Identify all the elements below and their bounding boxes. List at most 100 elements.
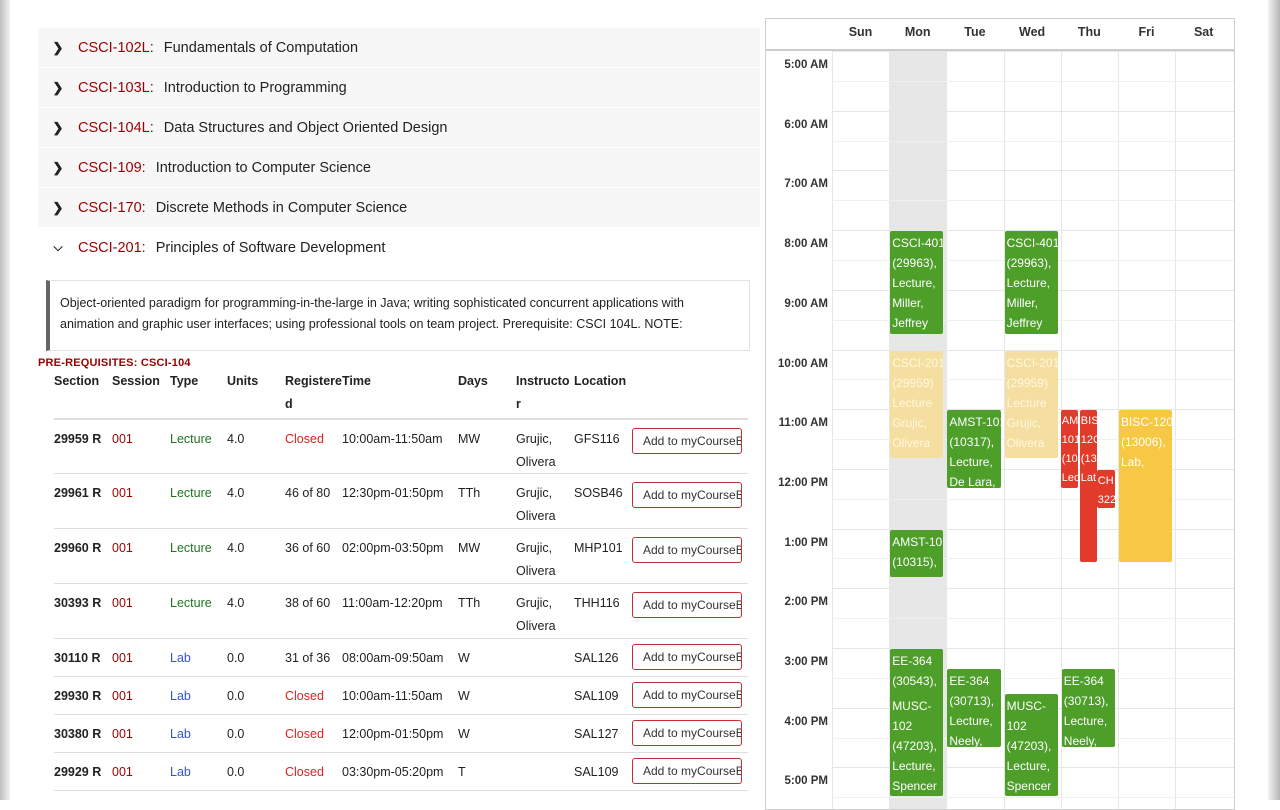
instructor: Grujic,: [516, 486, 553, 500]
chevron-right-icon[interactable]: ❯: [52, 159, 64, 175]
chevron-right-icon[interactable]: ❯: [52, 79, 64, 95]
window-edge-left: [0, 0, 10, 800]
calendar-event[interactable]: CH322Lec: [1096, 469, 1115, 508]
calendar-event-line: Lecture,: [1006, 276, 1050, 291]
add-to-coursebin-button[interactable]: Add to myCourseBin: [632, 644, 742, 670]
calendar-event[interactable]: CSCI-201: (29959) Lecture Grujic, Olivera: [890, 350, 944, 458]
session-link[interactable]: 001: [112, 541, 133, 555]
calendar-event[interactable]: MUSC- 102 (47203), Lecture, Spencer: [1004, 693, 1058, 797]
days: W: [458, 727, 470, 741]
days: W: [458, 689, 470, 703]
course-row-csci-109[interactable]: ❯ CSCI-109: Introduction to Computer Sci…: [38, 148, 760, 188]
table-row: 30380 R 001 Lab 0.0 Closed 12:00pm-01:50…: [54, 715, 748, 753]
session-link[interactable]: 001: [112, 727, 133, 741]
session-link[interactable]: 001: [112, 689, 133, 703]
course-row-csci-102l[interactable]: ❯ CSCI-102L: Fundamentals of Computation: [38, 28, 760, 68]
registered: 36 of 60: [285, 541, 331, 555]
calendar-event-line: Grujic,: [1006, 415, 1042, 430]
add-to-coursebin-button[interactable]: Add to myCourseBin: [632, 758, 742, 784]
calendar-event[interactable]: AMST-101 (10315), Discussi: [890, 529, 944, 578]
course-code[interactable]: CSCI-109:: [78, 159, 146, 176]
course-row-csci-104l[interactable]: ❯ CSCI-104L: Data Structures and Object …: [38, 108, 760, 148]
calendar-event-line: (13006),: [1121, 435, 1166, 450]
registered: Closed: [285, 432, 324, 446]
chevron-right-icon[interactable]: ❯: [52, 199, 64, 215]
hour-gridline: [832, 110, 1234, 112]
add-to-coursebin-button[interactable]: Add to myCourseBin: [632, 720, 742, 746]
course-title: Discrete Methods in Computer Science: [155, 199, 408, 216]
table-row: 29930 R 001 Lab 0.0 Closed 10:00am-11:50…: [54, 677, 748, 715]
calendar-event-line: EE-364: [1063, 673, 1104, 688]
session-link[interactable]: 001: [112, 765, 133, 779]
col-session: Session: [112, 374, 160, 388]
calendar-day-column-fri: [1118, 51, 1176, 809]
time: 12:30pm-01:50pm: [342, 486, 444, 500]
time-label: 1:00 PM: [784, 536, 828, 549]
add-to-coursebin-button[interactable]: Add to myCourseBin: [632, 482, 742, 508]
calendar-event-line: (30713),: [949, 693, 995, 708]
calendar-event-line: (10317),: [949, 435, 995, 450]
course-row-csci-170[interactable]: ❯ CSCI-170: Discrete Methods in Computer…: [38, 188, 760, 228]
calendar-event[interactable]: EE-364(30713),Lecture,Neely,Michael: [1061, 668, 1115, 747]
calendar-event[interactable]: AMST-101 (10317), Lecture, De Lara,: [947, 410, 1001, 488]
hour-gridline: [832, 230, 1234, 232]
time-label: 3:00 PM: [784, 656, 828, 668]
course-code[interactable]: CSCI-102L:: [78, 39, 154, 56]
calendar-event-line: (29959): [1006, 375, 1048, 390]
course-code[interactable]: CSCI-104L:: [78, 119, 154, 136]
chevron-right-icon[interactable]: ❯: [52, 39, 64, 55]
course-code[interactable]: CSCI-201:: [78, 239, 146, 256]
session-link[interactable]: 001: [112, 486, 133, 500]
calendar-event[interactable]: MUSC- 102 (47203), Lecture, Spencer: [890, 693, 944, 797]
calendar-event-line: Miller,: [892, 296, 924, 311]
calendar-event-line: CSCI-401: [1006, 236, 1058, 251]
col-days: Days: [458, 374, 488, 388]
course-code[interactable]: CSCI-170:: [78, 199, 146, 216]
instructor: Grujic,: [516, 541, 553, 555]
section-id: 30110 R: [54, 651, 101, 665]
course-code[interactable]: CSCI-103L:: [78, 79, 154, 96]
calendar-event-line: Miller,: [1006, 296, 1038, 311]
time-label: 9:00 AM: [784, 297, 828, 310]
chevron-down-icon[interactable]: ⌵: [53, 240, 63, 254]
calendar-event[interactable]: EE-364(30713),Lecture,Neely,Michael: [947, 668, 1001, 747]
add-to-coursebin-button[interactable]: Add to myCourseBin: [632, 428, 742, 454]
section-id: 30393 R: [54, 596, 102, 610]
add-to-coursebin-button[interactable]: Add to myCourseBin: [632, 682, 742, 708]
chevron-right-icon[interactable]: ❯: [52, 119, 64, 135]
calendar-event-line: CH: [1097, 474, 1114, 487]
section-id: 29959 R: [54, 432, 102, 446]
calendar-event[interactable]: BIS 12C (13 Lat: [1079, 410, 1097, 563]
calendar-event[interactable]: CSCI-401 (29963), Lecture, Miller, Jeffrey: [1004, 231, 1058, 334]
time-label: 11:00 AM: [778, 417, 828, 430]
calendar-event-line: CSCI-401: [892, 236, 944, 251]
calendar-event[interactable]: CSCI-201: (29959) Lecture Grujic, Olivera: [1004, 350, 1058, 458]
calendar-event-line: BISC-120: [1121, 415, 1173, 430]
section-id: 30380 R: [54, 727, 102, 741]
window-edge-right: [1268, 0, 1280, 800]
add-to-coursebin-button[interactable]: Add to myCourseBin: [632, 592, 742, 618]
course-list: ❯ CSCI-102L: Fundamentals of Computation…: [38, 28, 760, 369]
calendar-event[interactable]: AM 101 (10 Lec: [1060, 410, 1078, 488]
weekly-calendar: Sun Mon Tue Wed Thu Fri Sat 5:00 AM 6:00 AM 7:00…: [765, 18, 1235, 810]
units: 0.0: [227, 727, 245, 741]
day-label-tue: Tue: [964, 25, 986, 39]
course-row-csci-201[interactable]: ⌵ CSCI-201: Principles of Software Devel…: [38, 228, 760, 268]
calendar-event[interactable]: CSCI-401 (29963), Lecture, Miller, Jeffrey: [890, 231, 944, 334]
session-link[interactable]: 001: [112, 651, 133, 665]
section-id: 29960 R: [54, 541, 102, 555]
calendar-event-line: Lab,: [1121, 455, 1145, 470]
calendar-event-line: Lecture,: [1063, 713, 1108, 728]
course-row-csci-103l[interactable]: ❯ CSCI-103L: Introduction to Programming: [38, 68, 760, 108]
calendar-event[interactable]: EE-364(30543),Discussi: [890, 649, 944, 697]
session-link[interactable]: 001: [112, 432, 133, 446]
add-to-coursebin-button[interactable]: Add to myCourseBin: [632, 537, 742, 563]
calendar-event-line: (10315),: [892, 554, 937, 569]
units: 0.0: [227, 689, 245, 703]
session-link[interactable]: 001: [112, 596, 133, 610]
calendar-event-line: (30713),: [1063, 693, 1109, 708]
calendar-event-line: Lecture,: [892, 276, 936, 291]
calendar-event[interactable]: BISC-120 (13006), Lab,: [1119, 410, 1173, 563]
units: 4.0: [227, 596, 245, 610]
days: TTh: [458, 486, 481, 500]
